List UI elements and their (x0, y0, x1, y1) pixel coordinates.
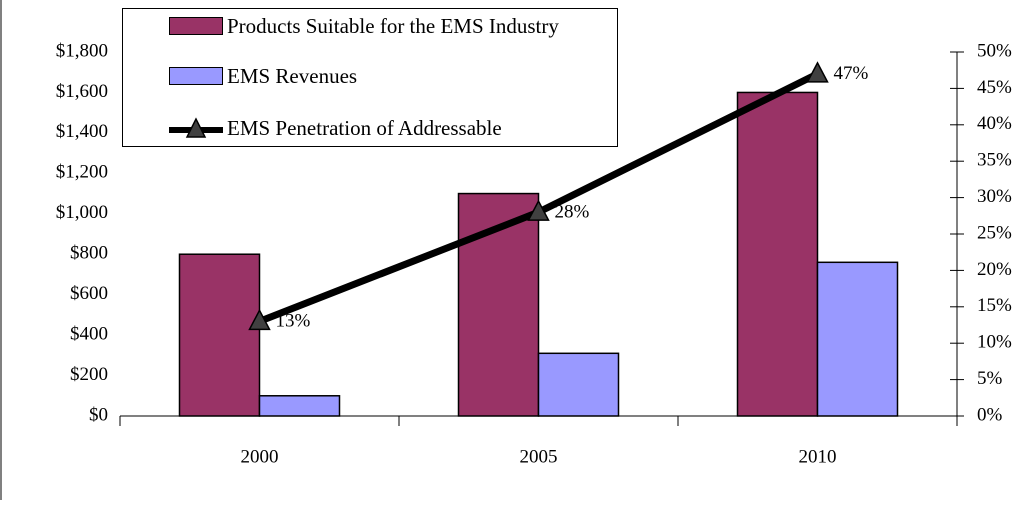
y-tick-label: $1,600 (56, 81, 108, 102)
y2-tick-label: 15% (977, 295, 1012, 316)
data-label: 47% (834, 63, 869, 84)
y-tick-label: $200 (70, 364, 108, 385)
legend-label: Products Suitable for the EMS Industry (227, 14, 559, 38)
legend-entry: EMS Penetration of Addressable (169, 117, 607, 139)
data-label: 13% (276, 311, 311, 332)
y-tick-label: $1,400 (56, 121, 108, 142)
y2-tick-label: 10% (977, 332, 1012, 353)
legend-swatch (169, 67, 223, 85)
y2-tick-label: 50% (977, 40, 1012, 61)
legend-marker (185, 117, 207, 138)
marker (248, 308, 271, 331)
x-tick-label: 2010 (799, 446, 837, 467)
y-tick-label: $0 (89, 404, 108, 425)
bar (736, 91, 819, 417)
legend-label: EMS Revenues (227, 64, 358, 88)
legend-swatch (169, 117, 223, 138)
y2-tick-label: 30% (977, 186, 1012, 207)
y2-tick-label: 20% (977, 259, 1012, 280)
bar (537, 352, 620, 417)
y2-tick-label: 40% (977, 113, 1012, 134)
legend-swatch (169, 17, 223, 35)
y2-tick-label: 25% (977, 222, 1012, 243)
x-tick-label: 2000 (241, 446, 279, 467)
y-tick-label: $1,800 (56, 40, 108, 61)
y2-tick-label: 0% (977, 404, 1003, 425)
y-tick-label: $1,200 (56, 162, 108, 183)
y-tick-label: $600 (70, 283, 108, 304)
legend: Products Suitable for the EMS Industry EM… (122, 8, 618, 147)
legend-entry: EMS Revenues (169, 65, 607, 87)
y2-tick-label: 35% (977, 150, 1012, 171)
legend-label: EMS Penetration of Addressable (227, 116, 502, 140)
y-tick-label: $1,000 (56, 202, 108, 223)
y-tick-label: $800 (70, 243, 108, 264)
data-label: 28% (555, 202, 590, 223)
bar (258, 395, 341, 417)
marker (527, 199, 550, 221)
bar (178, 253, 261, 417)
y2-tick-label: 5% (977, 368, 1003, 389)
y-tick-label: $400 (70, 323, 108, 344)
legend-entry: Products Suitable for the EMS Industry (169, 15, 607, 37)
marker (806, 61, 829, 83)
x-tick-label: 2005 (520, 446, 558, 467)
bar (816, 261, 899, 417)
y2-tick-label: 45% (977, 77, 1012, 98)
